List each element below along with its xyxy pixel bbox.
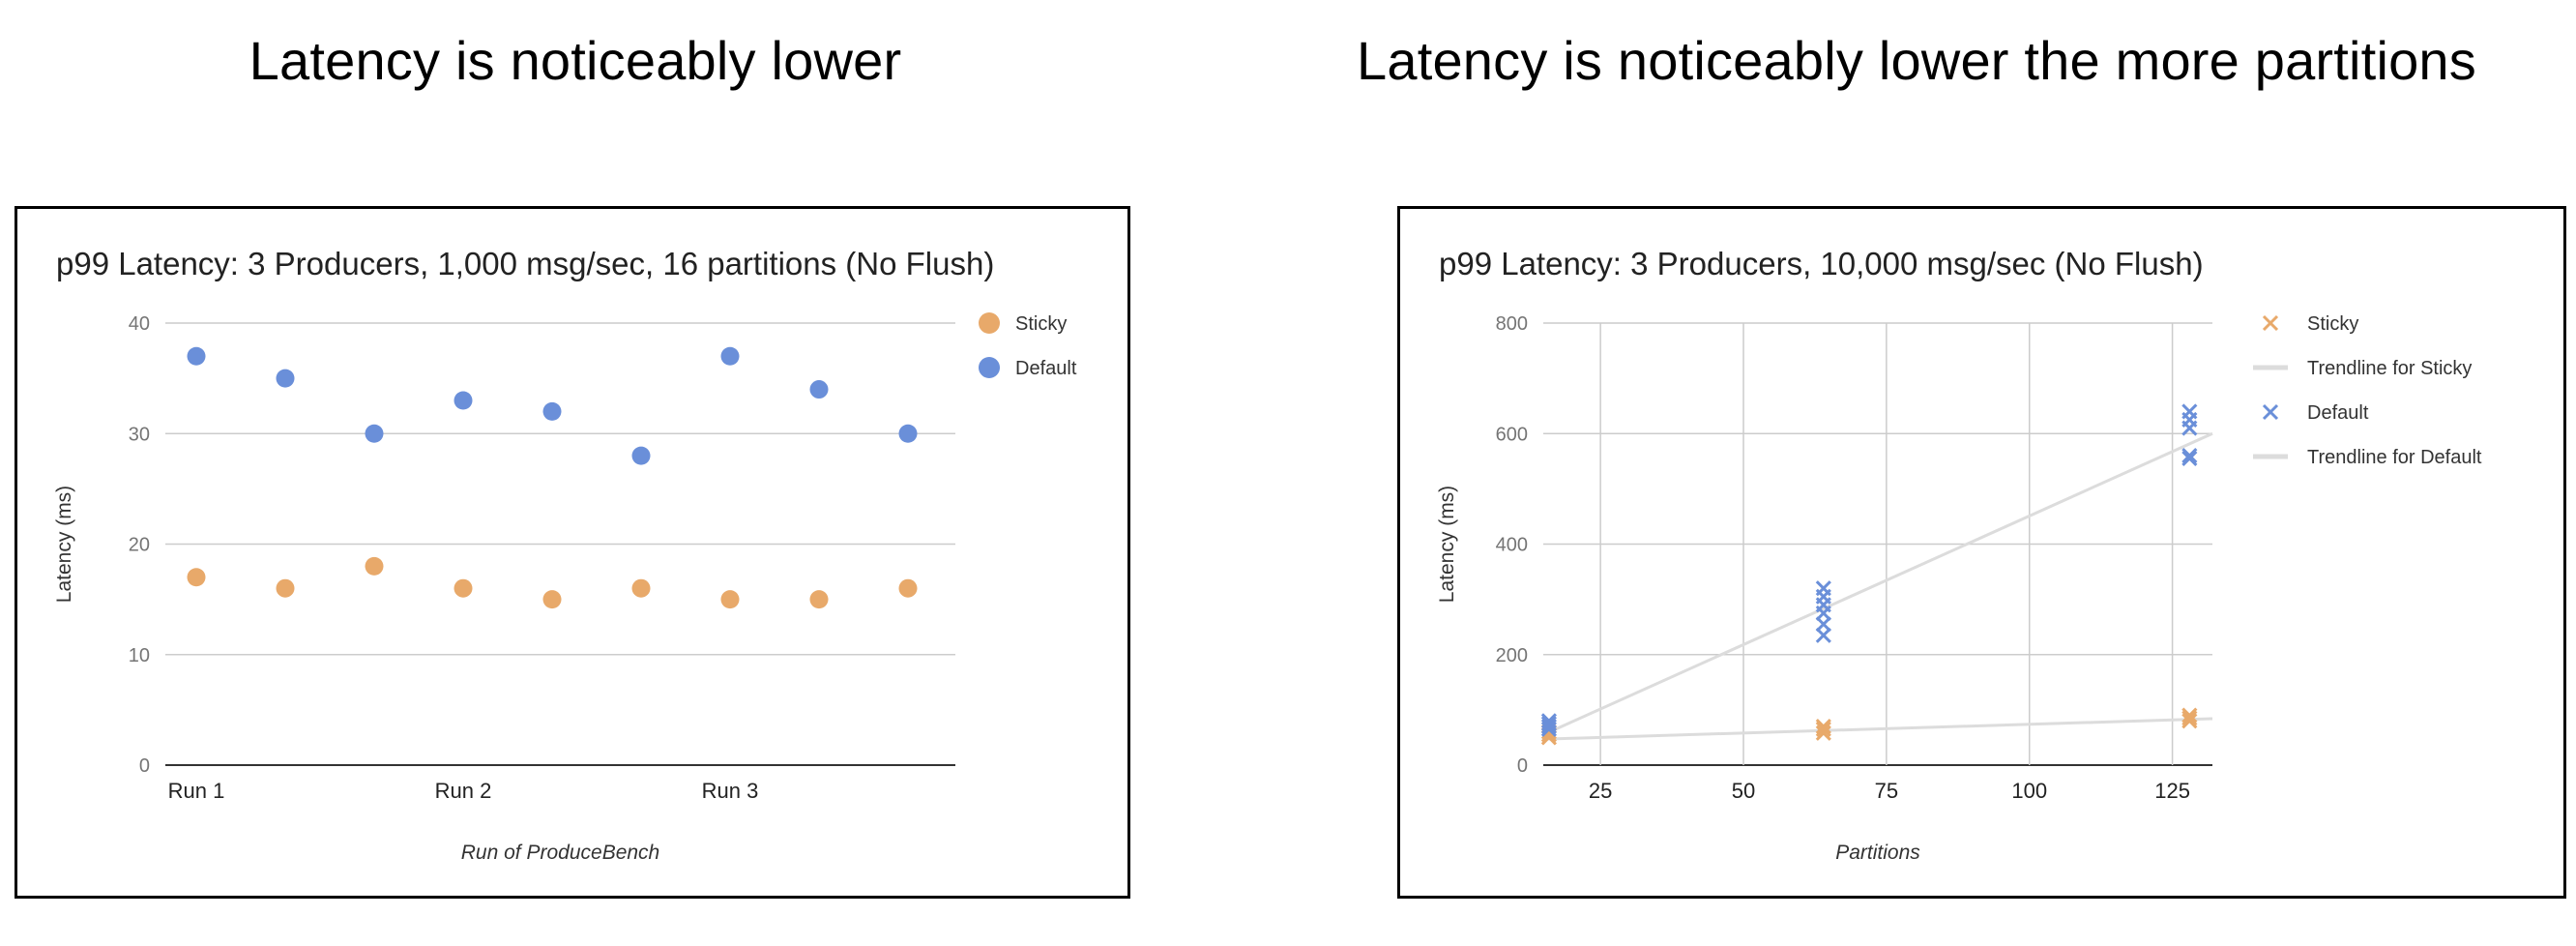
point-default-9 xyxy=(898,424,918,443)
trendline-default xyxy=(1542,431,2213,736)
point-default-15-stroke-b xyxy=(2181,403,2198,420)
point-default-2-stroke-b xyxy=(1540,718,1557,735)
point-default-10 xyxy=(1815,580,1831,597)
point-default-4 xyxy=(454,391,473,410)
chart-left: p99 Latency: 3 Producers, 1,000 msg/sec,… xyxy=(15,206,1130,899)
point-default-7 xyxy=(720,346,740,366)
point-sticky-4 xyxy=(454,578,473,598)
x-tick-label-2: Run 2 xyxy=(435,779,492,803)
y-tick-label-10: 10 xyxy=(129,645,150,666)
point-default-10-stroke-b xyxy=(1815,580,1831,597)
point-default-4 xyxy=(1540,713,1557,729)
trendline-sticky xyxy=(1542,717,2213,741)
point-sticky-8-stroke-b xyxy=(2181,710,2198,726)
legend-marker-default-stroke-b xyxy=(2262,403,2279,421)
y-tick-label-200: 200 xyxy=(1496,645,1528,666)
point-default-3 xyxy=(365,424,384,443)
x-tick-label-1: Run 1 xyxy=(168,779,225,803)
x-tick-label-75: 75 xyxy=(1875,779,1898,803)
y-tick-label-800: 800 xyxy=(1496,313,1528,335)
x-tick-label-3: Run 3 xyxy=(702,779,759,803)
point-default-5 xyxy=(542,401,562,421)
legend-label-sticky: Sticky xyxy=(1015,313,1067,335)
point-sticky-6-stroke-b xyxy=(1815,718,1831,735)
legend-marker-sticky-stroke-b xyxy=(2262,314,2279,332)
slide-heading-left: Latency is noticeably lower xyxy=(249,30,902,91)
point-default-3 xyxy=(1540,716,1557,732)
point-default-4-stroke-b xyxy=(1540,713,1557,729)
point-sticky-7 xyxy=(2181,713,2198,729)
point-sticky-5 xyxy=(1815,721,1831,737)
x-tick-label-25: 25 xyxy=(1589,779,1612,803)
y-tick-label-0: 0 xyxy=(139,755,150,777)
chart-right-plot: 0 200 400 600 800 25 50 75 100 125 Latency (ms) Par… xyxy=(1436,313,2482,864)
point-sticky-6 xyxy=(631,578,651,598)
x-tick-label-100: 100 xyxy=(2011,779,2047,803)
point-sticky-5 xyxy=(542,590,562,609)
legend-label-sticky: Sticky xyxy=(2307,313,2358,335)
point-sticky-5-stroke-b xyxy=(1815,721,1831,737)
x-axis-label: Run of ProduceBench xyxy=(461,842,659,864)
legend-marker-sticky xyxy=(2262,314,2279,332)
point-sticky-9-stroke-b xyxy=(2181,707,2198,724)
point-default-15 xyxy=(2181,403,2198,420)
point-default-2 xyxy=(276,369,295,388)
y-tick-label-0: 0 xyxy=(1517,755,1528,777)
point-default-8 xyxy=(809,380,829,399)
y-axis-label: Latency (ms) xyxy=(1436,486,1458,603)
y-tick-label-600: 600 xyxy=(1496,424,1528,445)
legend-label-default: Default xyxy=(1015,358,1077,379)
legend-marker-default xyxy=(2262,403,2279,421)
y-tick-label-20: 20 xyxy=(129,535,150,556)
point-sticky-7 xyxy=(720,590,740,609)
point-default-11-stroke-b xyxy=(2181,450,2198,467)
point-sticky-7-stroke-b xyxy=(2181,713,2198,729)
legend-label-trendline-default: Trendline for Default xyxy=(2307,447,2482,468)
chart-right: p99 Latency: 3 Producers, 10,000 msg/sec… xyxy=(1397,206,2566,899)
chart-title-right: p99 Latency: 3 Producers, 10,000 msg/sec… xyxy=(1439,246,2204,281)
legend-marker-sticky xyxy=(979,312,1000,334)
point-sticky-4 xyxy=(1815,724,1831,741)
point-default-11 xyxy=(2181,450,2198,467)
x-axis-label: Partitions xyxy=(1835,842,1920,864)
point-default-12 xyxy=(2181,448,2198,464)
point-default-6 xyxy=(631,446,651,465)
point-sticky-6 xyxy=(1815,718,1831,735)
point-sticky-1 xyxy=(187,568,206,587)
legend-label-trendline-sticky: Trendline for Sticky xyxy=(2307,358,2472,379)
point-default-3-stroke-b xyxy=(1540,716,1557,732)
x-tick-label-50: 50 xyxy=(1732,779,1755,803)
point-sticky-9 xyxy=(898,578,918,598)
point-default-12-stroke-b xyxy=(2181,448,2198,464)
y-tick-label-30: 30 xyxy=(129,424,150,445)
point-sticky-3 xyxy=(365,556,384,576)
chart-title-left: p99 Latency: 3 Producers, 1,000 msg/sec,… xyxy=(56,246,995,281)
legend-label-default: Default xyxy=(2307,402,2369,424)
y-tick-label-40: 40 xyxy=(129,313,150,335)
y-axis-label: Latency (ms) xyxy=(53,486,75,603)
chart-left-plot: 0 10 20 30 40 Run 1 Run 2 Run 3 Latency (ms) Run … xyxy=(53,312,1077,864)
point-default-2 xyxy=(1540,718,1557,735)
point-sticky-2 xyxy=(276,578,295,598)
x-tick-label-125: 125 xyxy=(2154,779,2190,803)
point-sticky-9 xyxy=(2181,707,2198,724)
point-sticky-8 xyxy=(809,590,829,609)
point-default-1 xyxy=(187,346,206,366)
slide-heading-right: Latency is noticeably lower the more par… xyxy=(1357,30,2476,91)
point-sticky-4-stroke-b xyxy=(1815,724,1831,741)
legend-marker-default xyxy=(979,357,1000,378)
y-tick-label-400: 400 xyxy=(1496,535,1528,556)
point-sticky-8 xyxy=(2181,710,2198,726)
